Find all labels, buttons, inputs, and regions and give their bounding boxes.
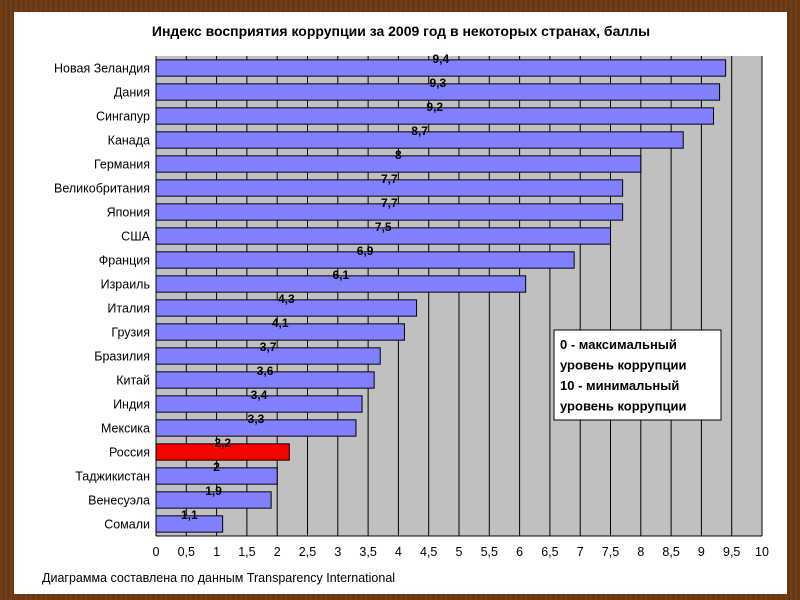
bar	[155, 347, 381, 365]
category-label: Израиль	[101, 278, 150, 292]
bar	[155, 443, 290, 461]
category-labels: Новая Зеландия Дания Сингапур Канада Германи…	[54, 62, 151, 532]
value-label: 4,3	[278, 292, 295, 306]
bar	[155, 299, 418, 317]
x-tick-label: 5	[456, 545, 463, 559]
legend-note-line: уровень коррупции	[560, 358, 687, 373]
category-label: Германия	[94, 158, 150, 172]
value-label: 3,4	[251, 388, 268, 402]
source-note: Диаграмма составлена по данным Transpare…	[42, 571, 395, 585]
x-tick-label: 7	[577, 545, 584, 559]
category-label: США	[121, 230, 150, 244]
category-label: Канада	[108, 134, 150, 148]
bar	[155, 83, 721, 101]
x-tick-label: 10	[755, 545, 769, 559]
legend-note-line: 0 - максимальный	[560, 337, 677, 352]
bar	[155, 155, 642, 173]
category-label: Япония	[107, 206, 150, 220]
bar	[155, 467, 278, 485]
value-labels: 9,4 9,3 9,2 8,7 8 7,7 7,7 7,56,9 6,1 4,3 4,1 3,7 3,6…	[181, 52, 449, 522]
x-tick-label: 5,5	[481, 545, 498, 559]
x-tick-label: 6	[516, 545, 523, 559]
value-label: 9,2	[426, 100, 443, 114]
x-tick-labels: 0 0,5 1 1,5 2 2,5 3 3,5 4 4,5 5 5,5 6 6,5 7 7,5 8 8,5 9 9,5…	[153, 545, 769, 559]
category-label: Китай	[116, 374, 150, 388]
legend-note-line: уровень коррупции	[560, 399, 687, 414]
legend-note: 0 - максимальный уровень коррупции 10 - ми…	[553, 329, 722, 421]
value-label: 7,7	[381, 196, 398, 210]
x-tick-label: 7,5	[602, 545, 619, 559]
x-tick-label: 3	[334, 545, 341, 559]
bar	[155, 179, 624, 197]
bar	[155, 419, 357, 437]
bar	[155, 491, 272, 509]
x-tick-label: 4	[395, 545, 402, 559]
category-label: Италия	[107, 302, 150, 316]
x-tick-label: 1	[213, 545, 220, 559]
bar	[155, 371, 375, 389]
category-label: Мексика	[101, 422, 150, 436]
bar	[155, 275, 527, 293]
bar	[155, 131, 684, 149]
chart: Индекс восприятия коррупции за 2009 год …	[42, 23, 769, 585]
category-label: Бразилия	[94, 350, 150, 364]
value-label: 1,9	[205, 484, 222, 498]
value-label: 7,5	[375, 220, 392, 234]
x-tick-label: 2,5	[299, 545, 316, 559]
bar	[155, 203, 624, 221]
x-tick-label: 8	[637, 545, 644, 559]
category-label: Великобритания	[54, 182, 150, 196]
bar	[155, 251, 575, 269]
value-label: 8,7	[411, 124, 428, 138]
x-tick-label: 4,5	[420, 545, 437, 559]
x-tick-label: 9,5	[723, 545, 740, 559]
value-label: 2	[213, 460, 220, 474]
bar	[155, 59, 727, 77]
category-label: Грузия	[111, 326, 150, 340]
category-label: Венесуэла	[88, 494, 150, 508]
chart-title: Индекс восприятия коррупции за 2009 год …	[152, 23, 650, 39]
value-label: 7,7	[381, 172, 398, 186]
value-label: 6,9	[357, 244, 374, 258]
x-tick-label: 0	[153, 545, 160, 559]
value-label: 9,3	[429, 76, 446, 90]
bar	[155, 107, 715, 125]
x-tick-label: 0,5	[178, 545, 195, 559]
category-label: Дания	[114, 86, 150, 100]
legend-note-line: 10 - минимальный	[560, 378, 679, 393]
category-label: Сомали	[104, 518, 150, 532]
category-label: Новая Зеландия	[54, 62, 150, 76]
value-label: 4,1	[272, 316, 289, 330]
x-tick-label: 2	[274, 545, 281, 559]
category-label: Франция	[99, 254, 150, 268]
bar	[155, 395, 363, 413]
legend-note-box	[553, 329, 722, 421]
category-label: Сингапур	[96, 110, 150, 124]
gridlines	[155, 56, 763, 537]
x-tick-label: 1,5	[238, 545, 255, 559]
x-tick-label: 9	[698, 545, 705, 559]
bar	[155, 227, 611, 245]
value-label: 2,2	[214, 436, 231, 450]
value-label: 3,6	[257, 364, 274, 378]
value-label: 6,1	[332, 268, 349, 282]
x-tick-label: 3,5	[359, 545, 376, 559]
x-tick-label: 8,5	[662, 545, 679, 559]
value-label: 3,3	[248, 412, 265, 426]
value-label: 1,1	[181, 508, 198, 522]
bar	[155, 515, 224, 533]
value-label: 8	[395, 148, 402, 162]
category-label: Таджикистан	[75, 470, 150, 484]
x-tick-label: 6,5	[541, 545, 558, 559]
value-label: 9,4	[432, 52, 449, 66]
category-label: Индия	[113, 398, 150, 412]
value-label: 3,7	[260, 340, 277, 354]
slide: Индекс восприятия коррупции за 2009 год …	[14, 12, 787, 594]
bar	[155, 323, 405, 341]
category-label: Россия	[109, 446, 150, 460]
bars	[155, 59, 727, 533]
